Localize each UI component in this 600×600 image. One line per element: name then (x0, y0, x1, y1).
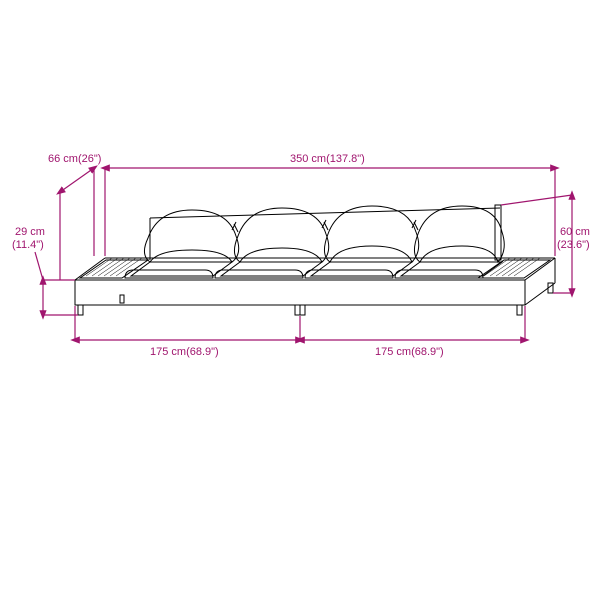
dimensions: 66 cm(26") 350 cm(137.8") 29 cm (11.4") … (12, 153, 590, 358)
dim-seath2-label: (11.4") (12, 239, 44, 251)
dim-backh2-label: (23.6") (557, 239, 590, 251)
legs (78, 283, 553, 315)
dim-halfl-label: 175 cm(68.9") (150, 346, 219, 358)
back-pillows (144, 206, 504, 262)
dim-halfr-label: 175 cm(68.9") (375, 346, 444, 358)
seat-cushions (125, 262, 502, 278)
dim-width-label: 350 cm(137.8") (290, 153, 365, 165)
right-tray (478, 258, 550, 278)
dim-depth-label: 66 cm(26") (48, 153, 101, 165)
left-tray (80, 258, 148, 278)
dimension-diagram: 66 cm(26") 350 cm(137.8") 29 cm (11.4") … (0, 0, 600, 600)
sofa-drawing (75, 205, 555, 315)
dim-seath1-label: 29 cm (15, 226, 45, 238)
dim-backh1-label: 60 cm (560, 226, 590, 238)
